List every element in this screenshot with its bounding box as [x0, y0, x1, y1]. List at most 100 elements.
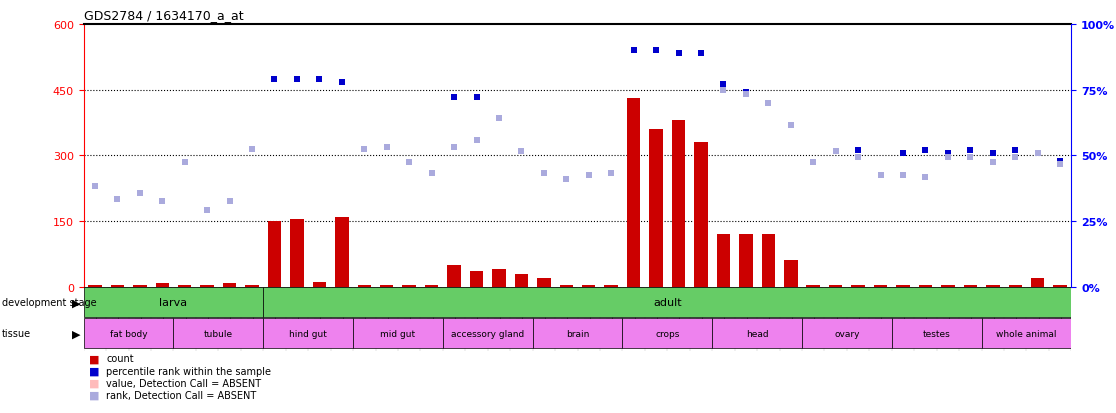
Text: GSM188115: GSM188115: [1056, 290, 1065, 336]
Text: GSM188087: GSM188087: [607, 290, 616, 336]
Text: testes: testes: [923, 329, 951, 338]
Text: value, Detection Call = ABSENT: value, Detection Call = ABSENT: [106, 378, 261, 388]
Text: GSM188084: GSM188084: [539, 290, 548, 336]
Text: ▶: ▶: [71, 297, 80, 308]
Text: GSM188072: GSM188072: [270, 290, 279, 336]
Text: mid gut: mid gut: [381, 329, 415, 338]
Text: GSM188075: GSM188075: [337, 290, 346, 336]
Text: GSM188092: GSM188092: [90, 290, 99, 336]
Text: GSM188101: GSM188101: [203, 290, 212, 336]
Text: GSM188112: GSM188112: [989, 290, 998, 336]
Text: development stage: development stage: [2, 297, 97, 308]
Bar: [246, 286, 259, 287]
Text: fat body: fat body: [109, 329, 147, 338]
Bar: [84, 319, 173, 349]
Text: GSM188109: GSM188109: [921, 290, 930, 336]
Text: adult: adult: [653, 297, 682, 308]
Text: ovary: ovary: [834, 329, 859, 338]
Bar: [110, 286, 124, 287]
Text: crops: crops: [655, 329, 680, 338]
Text: GSM188080: GSM188080: [450, 290, 459, 336]
Text: GSM188091: GSM188091: [696, 290, 705, 336]
Text: GSM188100: GSM188100: [180, 290, 190, 336]
Bar: [537, 278, 550, 287]
Text: rank, Detection Call = ABSENT: rank, Detection Call = ABSENT: [106, 390, 257, 400]
Text: GSM188103: GSM188103: [248, 290, 257, 336]
Text: ▶: ▶: [71, 328, 80, 339]
Text: GSM188111: GSM188111: [965, 290, 975, 336]
Text: GSM188082: GSM188082: [494, 290, 503, 336]
Bar: [559, 286, 573, 287]
Text: GSM188090: GSM188090: [674, 290, 683, 336]
Bar: [1031, 278, 1045, 287]
Text: tissue: tissue: [2, 328, 31, 339]
Text: percentile rank within the sample: percentile rank within the sample: [106, 366, 271, 376]
Text: ■: ■: [89, 378, 99, 388]
Text: GSM188073: GSM188073: [292, 290, 301, 336]
Text: whole animal: whole animal: [997, 329, 1057, 338]
Text: GSM188096: GSM188096: [719, 290, 728, 336]
Bar: [173, 319, 263, 349]
Text: count: count: [106, 354, 134, 363]
Text: GSM188095: GSM188095: [157, 290, 166, 336]
Text: head: head: [745, 329, 769, 338]
Text: GSM188088: GSM188088: [629, 290, 638, 336]
Bar: [177, 285, 192, 287]
Text: GSM188102: GSM188102: [225, 290, 234, 336]
Text: accessory gland: accessory gland: [451, 329, 525, 338]
Text: GSM188114: GSM188114: [1033, 290, 1042, 336]
Text: GSM188081: GSM188081: [472, 290, 481, 336]
Bar: [201, 286, 214, 287]
Text: GSM188106: GSM188106: [854, 290, 863, 336]
Bar: [84, 287, 263, 317]
Bar: [892, 319, 982, 349]
Bar: [761, 235, 775, 287]
Bar: [716, 235, 730, 287]
Bar: [335, 217, 348, 287]
Bar: [963, 286, 978, 287]
Text: ■: ■: [89, 366, 99, 376]
Bar: [492, 270, 506, 287]
Bar: [133, 286, 146, 287]
Bar: [627, 99, 641, 287]
Bar: [88, 286, 102, 287]
Text: tubule: tubule: [204, 329, 233, 338]
Bar: [672, 121, 685, 287]
Bar: [263, 319, 353, 349]
Text: ■: ■: [89, 390, 99, 400]
Text: GSM188077: GSM188077: [383, 290, 392, 336]
Bar: [650, 130, 663, 287]
Bar: [712, 319, 802, 349]
Bar: [532, 319, 623, 349]
Bar: [268, 221, 281, 287]
Text: GSM188099: GSM188099: [787, 290, 796, 336]
Bar: [802, 319, 892, 349]
Text: GSM188086: GSM188086: [585, 290, 594, 336]
Text: GSM188076: GSM188076: [359, 290, 368, 336]
Text: GDS2784 / 1634170_a_at: GDS2784 / 1634170_a_at: [84, 9, 243, 22]
Bar: [290, 219, 304, 287]
Bar: [807, 286, 820, 287]
Bar: [941, 286, 954, 287]
Bar: [896, 286, 910, 287]
Bar: [605, 286, 618, 287]
Bar: [785, 261, 798, 287]
Text: GSM188085: GSM188085: [561, 290, 570, 336]
Text: brain: brain: [566, 329, 589, 338]
Text: GSM188078: GSM188078: [405, 290, 414, 336]
Bar: [223, 284, 237, 287]
Bar: [470, 272, 483, 287]
Text: GSM188079: GSM188079: [427, 290, 436, 336]
Bar: [155, 284, 169, 287]
Text: GSM188104: GSM188104: [809, 290, 818, 336]
Bar: [982, 319, 1071, 349]
Text: GSM188097: GSM188097: [741, 290, 750, 336]
Bar: [312, 282, 326, 287]
Text: GSM188107: GSM188107: [876, 290, 885, 336]
Text: GSM188089: GSM188089: [652, 290, 661, 336]
Bar: [403, 286, 416, 287]
Bar: [987, 286, 1000, 287]
Text: hind gut: hind gut: [289, 329, 327, 338]
Bar: [357, 285, 371, 287]
Bar: [514, 274, 528, 287]
